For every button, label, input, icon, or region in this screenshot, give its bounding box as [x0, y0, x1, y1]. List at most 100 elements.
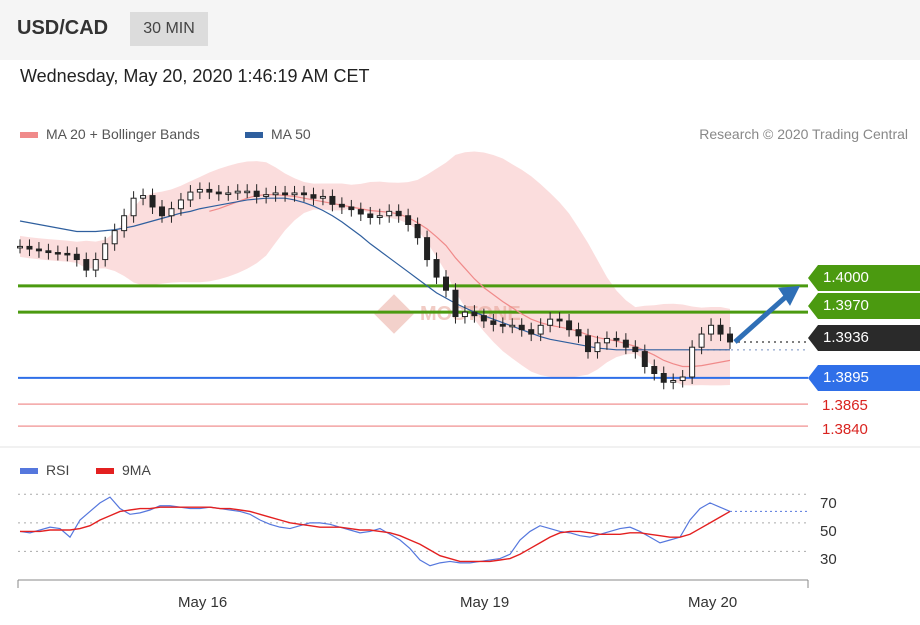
- candle-body: [310, 194, 317, 199]
- candle-body: [215, 191, 222, 195]
- candle-body: [471, 311, 478, 317]
- watermark-text: MOSTONE: [420, 303, 521, 325]
- level-text-support-2: 1.3840: [822, 421, 868, 438]
- candle-body: [272, 192, 279, 196]
- candle-body: [130, 197, 137, 217]
- timestamp: Wednesday, May 20, 2020 1:46:19 AM CET: [20, 66, 370, 86]
- timeframe-tab[interactable]: 30 MIN: [130, 12, 208, 46]
- legend-rsi-swatch: [20, 468, 38, 475]
- candle-body: [159, 206, 165, 217]
- legend-9ma-swatch: [96, 468, 114, 475]
- candle-body: [566, 320, 573, 331]
- candle-body: [433, 259, 440, 278]
- candle-body: [187, 191, 194, 201]
- candle-body: [282, 192, 289, 196]
- candle-body: [708, 324, 715, 335]
- candle-body: [121, 215, 128, 232]
- candle-body: [405, 215, 412, 225]
- legend-ma50: MA 50: [245, 126, 311, 142]
- candle-body: [651, 365, 658, 374]
- candle-body: [319, 195, 326, 199]
- candle-body: [348, 206, 355, 211]
- candle-body: [206, 188, 213, 193]
- candle-body: [613, 337, 620, 341]
- legend-9ma-label: 9MA: [122, 462, 151, 478]
- x-axis-label-may19: May 19: [460, 594, 510, 611]
- candle-body: [603, 337, 610, 344]
- candle-body: [177, 199, 184, 210]
- legend-bollinger-swatch: [20, 132, 38, 139]
- candle-body: [329, 195, 336, 205]
- rsi-tick-50: 50: [820, 523, 837, 540]
- candle-body: [622, 339, 629, 348]
- rsi-tick-70: 70: [820, 495, 837, 512]
- candle-body: [689, 346, 696, 378]
- candle-body: [547, 318, 554, 326]
- candle-body: [386, 210, 393, 217]
- watermark-logo: [374, 294, 414, 334]
- candle-body: [717, 324, 724, 335]
- candle-body: [518, 324, 525, 331]
- candle-body: [45, 250, 52, 254]
- candle-body: [556, 318, 563, 322]
- legend-ma50-label: MA 50: [271, 126, 311, 142]
- candle-body: [253, 190, 260, 197]
- candle-body: [140, 195, 147, 199]
- candle-body: [660, 373, 667, 383]
- x-axis-label-may20: May 20: [688, 594, 738, 611]
- candle-body: [414, 224, 421, 239]
- candle-body: [698, 333, 705, 348]
- candle-body: [575, 329, 582, 337]
- candle-body: [83, 259, 90, 271]
- legend-rsi: RSI: [20, 462, 69, 478]
- candle-body: [102, 243, 109, 261]
- level-tag-resistance-2: 1.4000: [808, 265, 920, 291]
- candle-body: [357, 209, 364, 215]
- candle-body: [73, 253, 80, 261]
- candle-body: [509, 324, 516, 328]
- credit-text: Research © 2020 Trading Central: [699, 126, 908, 142]
- candle-body: [528, 329, 535, 335]
- projection-arrow-head: [778, 285, 800, 306]
- candle-body: [338, 203, 345, 208]
- candle-body: [196, 188, 203, 193]
- ma50-line: [19, 197, 730, 351]
- candle-body: [727, 333, 733, 343]
- candle-body: [679, 376, 686, 382]
- candle-body: [111, 230, 118, 245]
- level-text-support-1: 1.3865: [822, 397, 868, 414]
- candle-body: [244, 190, 251, 194]
- rsi-line: [19, 496, 731, 567]
- candle-body: [263, 194, 270, 197]
- candle-body: [26, 245, 33, 250]
- legend-9ma: 9MA: [96, 462, 151, 478]
- projection-arrow-shaft: [733, 292, 790, 344]
- candle-body: [670, 380, 677, 383]
- legend-bollinger-label: MA 20 + Bollinger Bands: [46, 126, 200, 142]
- candle-body: [641, 351, 648, 367]
- candle-body: [452, 289, 459, 318]
- candle-body: [225, 192, 232, 195]
- rsi-9ma-line: [20, 506, 731, 563]
- candle-body: [92, 259, 99, 271]
- candle-body: [443, 276, 449, 291]
- candle-body: [376, 215, 383, 218]
- symbol-title: USD/CAD: [17, 17, 109, 39]
- candle-body: [585, 335, 591, 353]
- legend-rsi-label: RSI: [46, 462, 70, 478]
- candle-body: [395, 210, 402, 217]
- candle-body: [35, 248, 42, 252]
- candle-body: [54, 252, 61, 255]
- candle-body: [594, 342, 601, 353]
- candle-body: [168, 208, 175, 217]
- candle-body: [490, 320, 497, 325]
- candle-body: [537, 324, 544, 335]
- level-tag-pivot: 1.3895: [808, 365, 920, 391]
- candle-body: [234, 190, 241, 194]
- level-tag-last-price: 1.3936: [808, 325, 920, 351]
- candle-body: [291, 192, 298, 196]
- candle-body: [149, 195, 156, 208]
- level-tag-resistance-1: 1.3970: [808, 293, 920, 319]
- candle-body: [64, 252, 71, 256]
